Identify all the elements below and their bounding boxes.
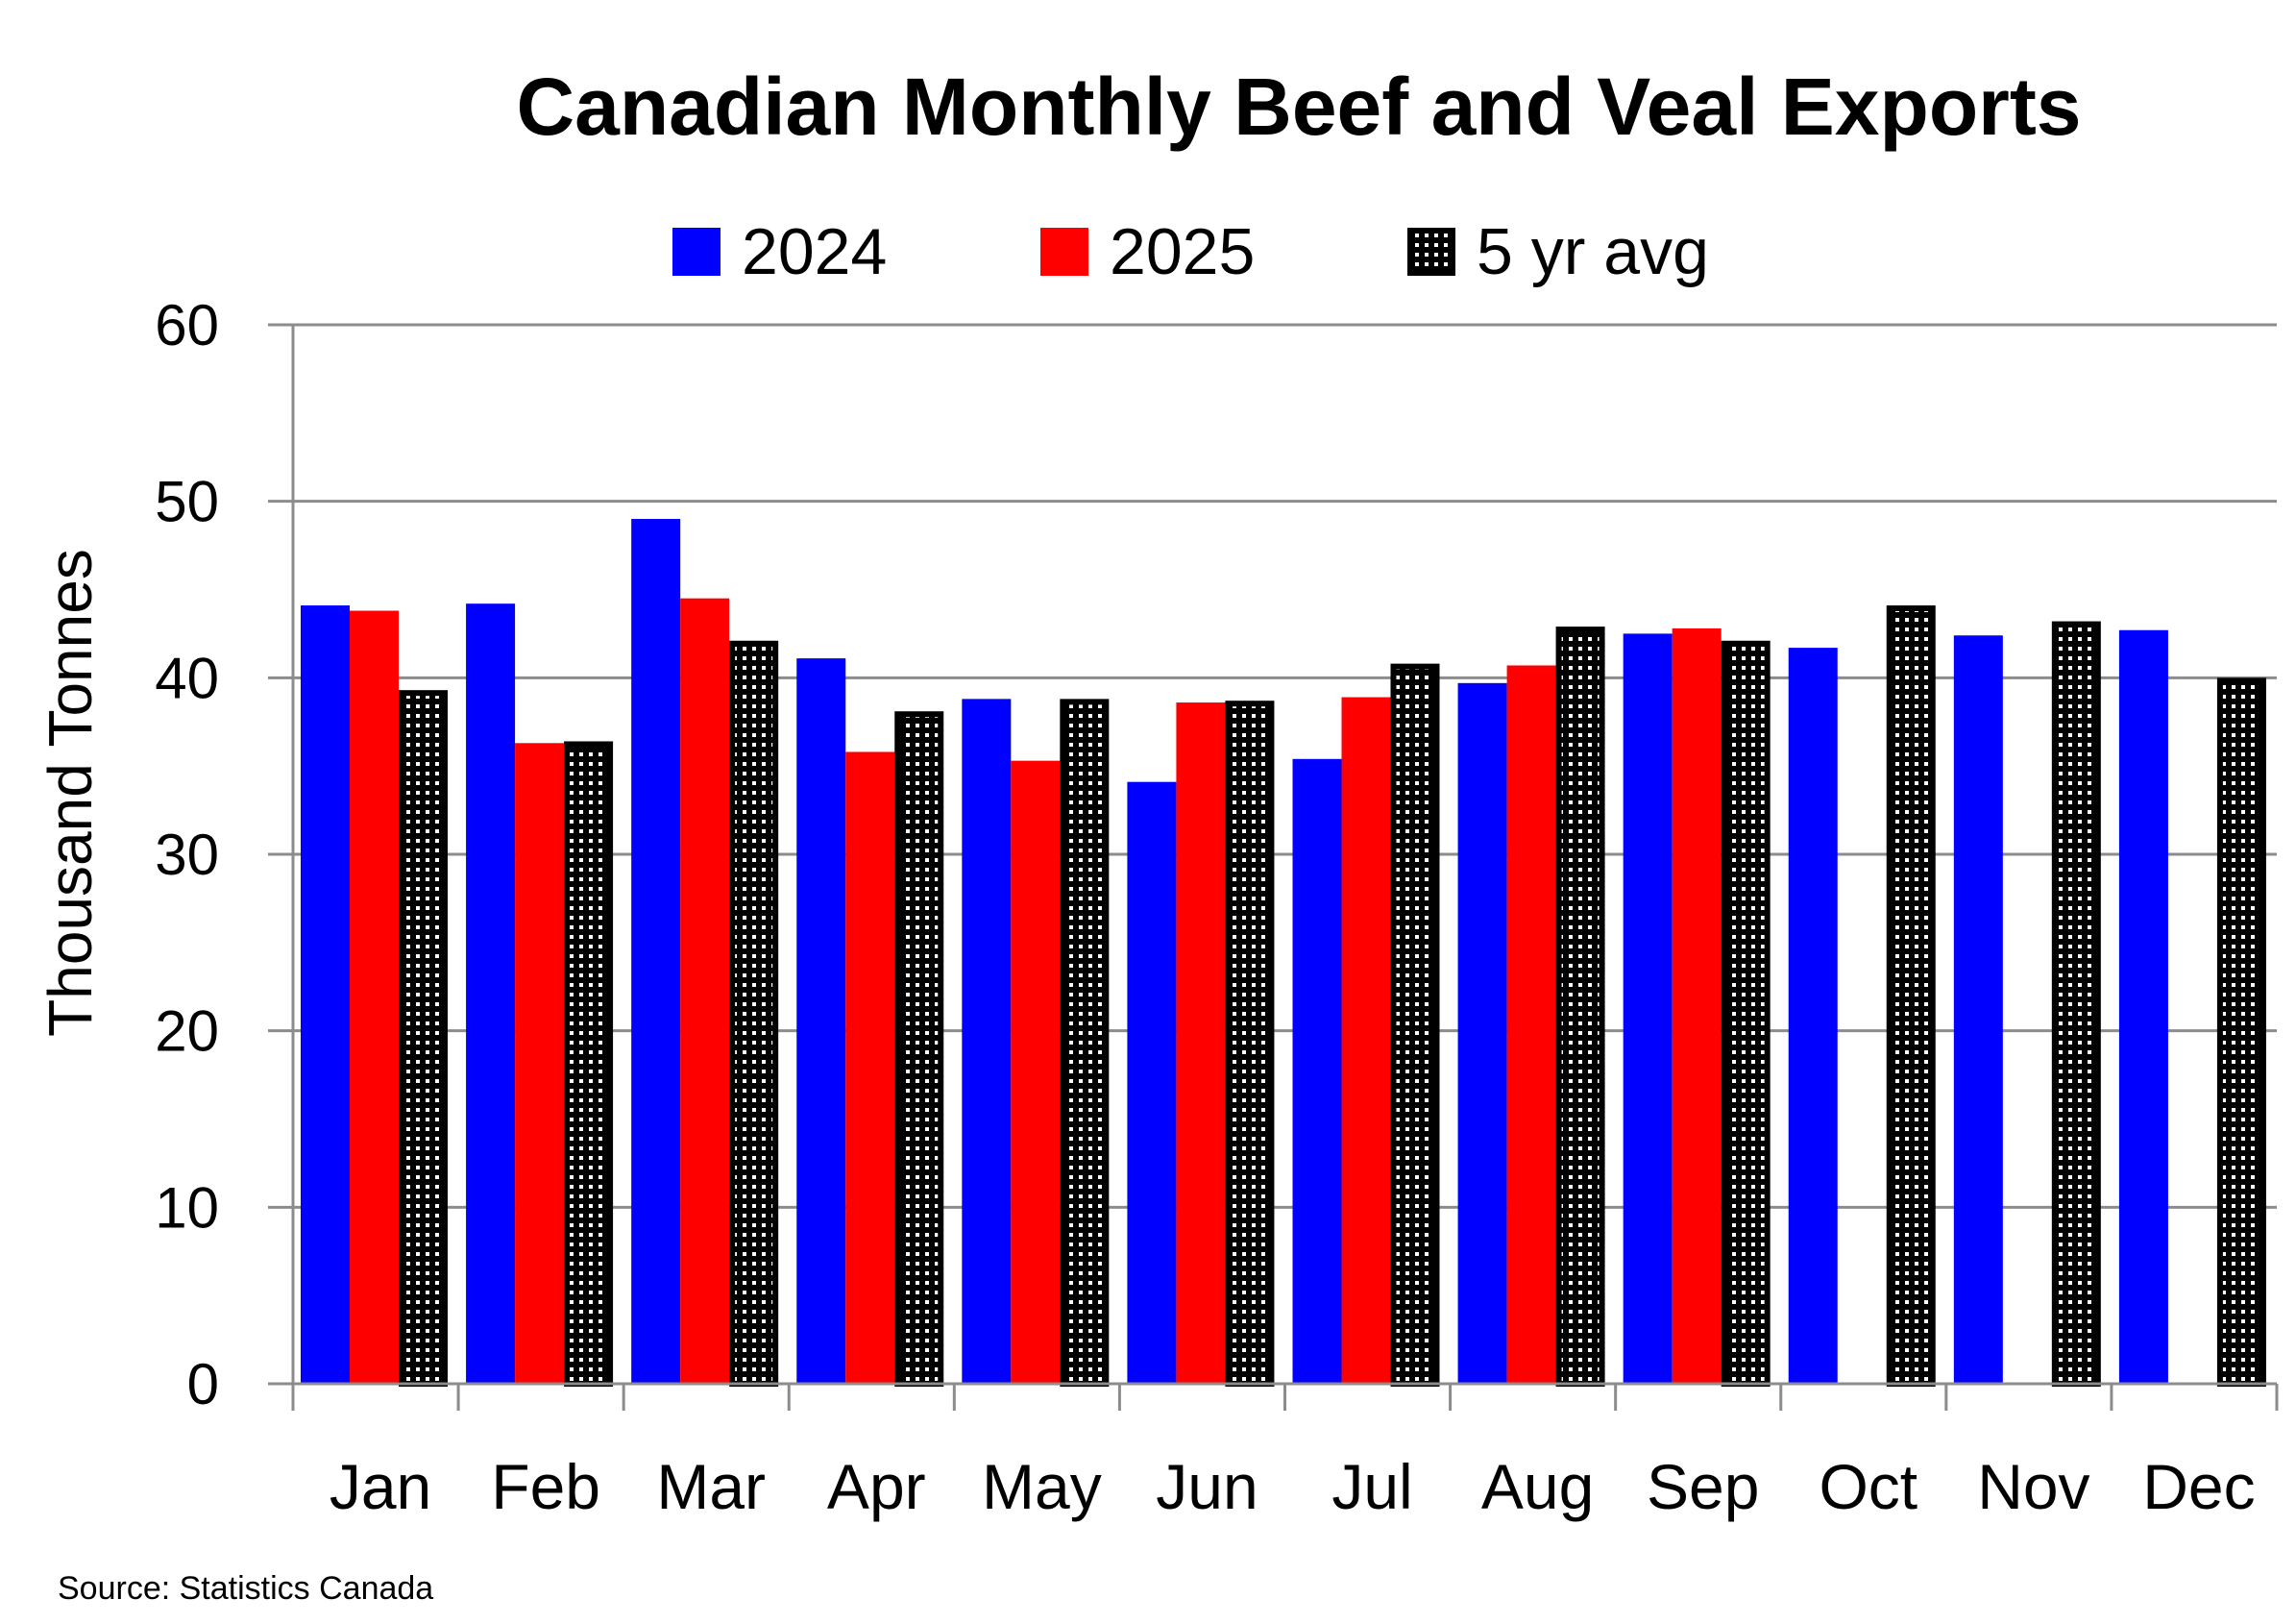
bar-5-yr-avg-Jan: [399, 690, 448, 1387]
bar-2024-Jul: [1292, 758, 1342, 1384]
x-tick-label: Feb: [491, 1451, 600, 1522]
y-axis-label: Thousand Tonnes: [36, 549, 105, 1037]
bar-2024-Nov: [1953, 635, 2003, 1384]
legend-label-2025: 2025: [1110, 215, 1255, 288]
bars: [301, 519, 2266, 1387]
x-tick-label: Jul: [1331, 1451, 1412, 1522]
bar-2025-May: [1011, 760, 1061, 1384]
x-tick-label: May: [982, 1451, 1102, 1522]
bar-2024-Mar: [631, 519, 681, 1384]
legend-label-2024: 2024: [742, 215, 887, 288]
bar-2024-Aug: [1457, 682, 1507, 1384]
x-tick-label: Sep: [1647, 1451, 1759, 1522]
y-tick-label: 10: [155, 1175, 219, 1240]
bar-5-yr-avg-Mar: [729, 640, 779, 1387]
bar-5-yr-avg-Oct: [1886, 605, 1936, 1387]
bar-2025-Jun: [1176, 702, 1226, 1384]
bar-2025-Apr: [845, 751, 895, 1384]
legend-swatch-5-yr-avg: [1407, 228, 1455, 276]
bar-5-yr-avg-Sep: [1721, 640, 1771, 1387]
axes: 0 10 20 30 40 50 60 Jan Feb Mar Apr May Jun Jul Aug Sep…: [155, 293, 2279, 1522]
legend-swatch-2024: [672, 228, 721, 276]
y-tick-label: 30: [155, 823, 219, 887]
bar-5-yr-avg-Jul: [1390, 663, 1440, 1387]
x-tick-label: Oct: [1819, 1451, 1917, 1522]
x-tick-label: Jan: [330, 1451, 431, 1522]
bar-2024-May: [962, 699, 1012, 1384]
bar-5-yr-avg-Jun: [1225, 701, 1275, 1387]
source-note: Source: Statistics Canada: [58, 1570, 433, 1607]
legend-label-5-yr-avg: 5 yr avg: [1477, 215, 1709, 288]
chart-title: Canadian Monthly Beef and Veal Exports: [516, 62, 2081, 152]
bar-2024-Apr: [796, 658, 846, 1384]
y-tick-label: 60: [155, 293, 219, 357]
bar-2024-Sep: [1623, 633, 1673, 1384]
bar-5-yr-avg-Nov: [2051, 621, 2101, 1387]
y-tick-label: 20: [155, 999, 219, 1064]
bar-2025-Feb: [515, 743, 565, 1384]
bar-2025-Sep: [1672, 627, 1722, 1384]
x-tick-label: Dec: [2142, 1451, 2255, 1522]
x-tick-label: Aug: [1481, 1451, 1594, 1522]
bar-2024-Dec: [2118, 629, 2168, 1384]
x-tick-label: Apr: [827, 1451, 926, 1522]
bar-5-yr-avg-May: [1060, 699, 1110, 1387]
bar-2025-Jan: [350, 610, 399, 1384]
y-tick-label: 0: [187, 1352, 219, 1416]
bar-2025-Jul: [1341, 697, 1391, 1384]
bar-2024-Jan: [301, 605, 350, 1384]
bar-5-yr-avg-Dec: [2216, 677, 2266, 1387]
y-tick-label: 50: [155, 470, 219, 534]
bar-5-yr-avg-Apr: [894, 711, 944, 1387]
x-tick-label: Mar: [656, 1451, 766, 1522]
bar-2024-Oct: [1788, 648, 1838, 1384]
bar-2025-Aug: [1506, 665, 1556, 1384]
x-tick-label: Nov: [1977, 1451, 2089, 1522]
bar-2024-Jun: [1127, 781, 1177, 1384]
x-tick-label: Jun: [1156, 1451, 1258, 1522]
legend-swatch-2025: [1040, 228, 1088, 276]
bar-2024-Feb: [466, 603, 516, 1384]
y-tick-label: 40: [155, 646, 219, 710]
bar-5-yr-avg-Aug: [1555, 627, 1605, 1387]
legend: 2024 2025 5 yr avg: [672, 215, 1709, 288]
bar-2025-Mar: [680, 598, 730, 1384]
bar-5-yr-avg-Feb: [564, 741, 614, 1387]
